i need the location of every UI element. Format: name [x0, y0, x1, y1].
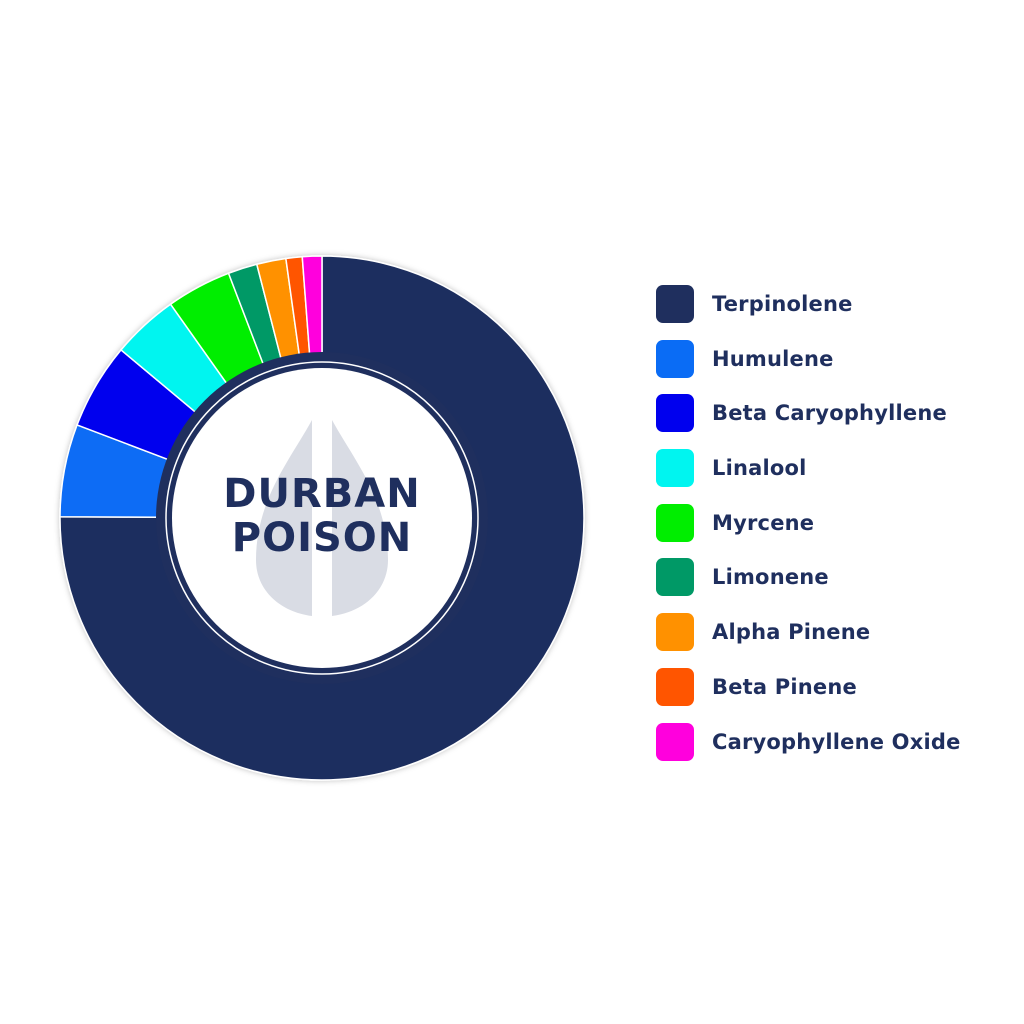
legend-swatch: [656, 285, 694, 323]
legend-item: Linalool: [656, 449, 961, 488]
legend-label: Alpha Pinene: [712, 620, 871, 645]
legend-swatch: [656, 613, 694, 652]
legend-label: Beta Pinene: [712, 674, 857, 699]
inner-outline: [165, 361, 479, 675]
drop-leaf-icon: [256, 420, 388, 616]
legend-item: Myrcene: [656, 503, 961, 542]
legend-swatch: [656, 449, 694, 488]
legend-label: Myrcene: [712, 510, 815, 535]
legend-item: Alpha Pinene: [656, 613, 961, 652]
legend-label: Caryophyllene Oxide: [712, 729, 961, 754]
legend-swatch: [656, 667, 694, 706]
legend-item: Caryophyllene Oxide: [656, 722, 961, 761]
legend-swatch: [656, 503, 694, 542]
legend-label: Beta Caryophyllene: [712, 401, 947, 426]
legend-item: Terpinolene: [656, 285, 961, 323]
legend-swatch: [656, 558, 694, 597]
center-label: DURBAN POISON: [172, 472, 472, 560]
legend: Terpinolene Humulene Beta Caryophyllene Lin…: [656, 285, 961, 777]
legend-item: Beta Pinene: [656, 667, 961, 706]
legend-swatch: [656, 722, 694, 761]
legend-label: Limonene: [712, 565, 829, 590]
center-label-line: POISON: [231, 515, 413, 561]
legend-label: Humulene: [712, 346, 834, 371]
legend-item: Limonene: [656, 558, 961, 597]
inner-disc: [172, 368, 472, 668]
center-label-line: DURBAN: [223, 471, 421, 517]
legend-label: Linalool: [712, 456, 807, 481]
legend-swatch: [656, 339, 694, 378]
legend-swatch: [656, 394, 694, 433]
legend-label: Terpinolene: [712, 292, 853, 316]
legend-item: Beta Caryophyllene: [656, 394, 961, 433]
legend-item: Humulene: [656, 339, 961, 378]
